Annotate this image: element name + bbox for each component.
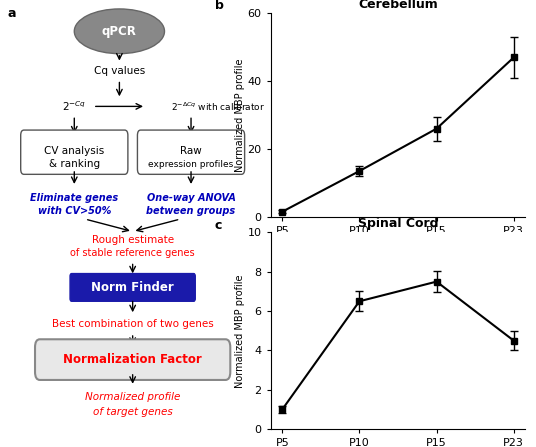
FancyBboxPatch shape [137, 130, 244, 174]
Text: with CV>50%: with CV>50% [38, 207, 111, 216]
Title: Spinal Cord: Spinal Cord [358, 217, 438, 230]
Text: 2$^{-\Delta Cq}$ with calibrator: 2$^{-\Delta Cq}$ with calibrator [170, 100, 265, 113]
Text: CV analysis: CV analysis [44, 146, 105, 156]
Text: & ranking: & ranking [49, 160, 100, 169]
Y-axis label: Normalized MBP profile: Normalized MBP profile [235, 274, 245, 388]
Y-axis label: Normalized MBP profile: Normalized MBP profile [235, 59, 245, 172]
Text: between groups: between groups [146, 207, 236, 216]
Text: One-way ANOVA: One-way ANOVA [146, 193, 235, 203]
Text: of stable reference genes: of stable reference genes [70, 249, 195, 258]
Text: Cq values: Cq values [94, 66, 145, 76]
Text: Normalization Factor: Normalization Factor [63, 353, 202, 366]
Text: Normalized profile: Normalized profile [85, 392, 180, 402]
Text: b: b [214, 0, 224, 12]
Text: Eliminate genes: Eliminate genes [30, 193, 118, 203]
Text: c: c [214, 219, 222, 232]
FancyBboxPatch shape [35, 339, 230, 380]
Text: Best combination of two genes: Best combination of two genes [52, 319, 213, 329]
Text: Norm Finder: Norm Finder [91, 281, 174, 294]
Text: a: a [8, 7, 17, 20]
FancyBboxPatch shape [70, 274, 195, 301]
Ellipse shape [75, 9, 165, 54]
Text: Rough estimate: Rough estimate [92, 235, 174, 245]
Text: Raw: Raw [180, 146, 202, 156]
FancyBboxPatch shape [21, 130, 128, 174]
Text: qPCR: qPCR [102, 25, 137, 38]
Text: of target genes: of target genes [93, 407, 173, 417]
Text: 2$^{-Cq}$: 2$^{-Cq}$ [62, 100, 86, 113]
Text: expression profiles: expression profiles [148, 160, 234, 169]
Title: Cerebellum: Cerebellum [358, 0, 438, 11]
